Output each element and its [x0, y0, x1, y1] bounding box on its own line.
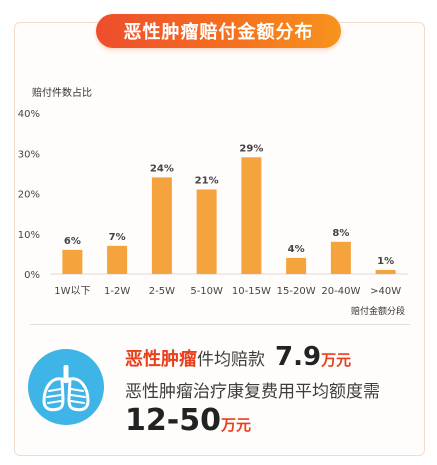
x-tick-label: 1W以下 — [54, 286, 90, 297]
data-label: 7% — [109, 232, 126, 243]
x-tick-label: >40W — [370, 286, 401, 297]
bar-chart: 0% 10% 20% 30% 40% 6% 1W以下 7% 1-2W 24% 2-5W 21% 5-10… — [18, 109, 408, 297]
y-axis-label: 赔付件数占比 — [32, 88, 92, 99]
y-tick-label: 20% — [18, 190, 40, 201]
data-label: 8% — [332, 228, 349, 239]
bar — [286, 257, 307, 274]
y-tick-label: 10% — [18, 230, 40, 241]
cost-range-line: 12-50 万元 — [125, 403, 251, 443]
avg-payout-line: 恶性肿瘤 件均赔款 7.9 万元 — [125, 342, 351, 372]
y-tick-label: 0% — [24, 270, 40, 281]
bar — [62, 249, 83, 274]
avg-unit: 万元 — [321, 351, 352, 369]
treatment-cost-line: 恶性肿瘤治疗康复费用平均额度需 — [125, 382, 380, 402]
page-title: 恶性肿瘤赔付金额分布 — [96, 14, 341, 48]
data-label: 21% — [195, 175, 219, 186]
avg-value: 7.9 — [275, 342, 322, 372]
avg-label: 件均赔款 — [197, 350, 265, 370]
disease-name: 恶性肿瘤 — [125, 349, 197, 370]
bar — [196, 189, 217, 274]
data-label: 29% — [239, 143, 263, 154]
x-tick-label: 2-5W — [149, 286, 175, 297]
x-tick-label: 5-10W — [190, 286, 223, 297]
y-tick-label: 30% — [18, 149, 40, 160]
cost-range-value: 12-50 — [125, 403, 221, 438]
lungs-icon — [28, 349, 104, 425]
cost-range-unit: 万元 — [220, 416, 251, 434]
bar — [151, 177, 172, 274]
x-tick-label: 20-40W — [321, 286, 360, 297]
data-label: 1% — [377, 256, 394, 267]
section-divider — [30, 324, 410, 325]
x-tick-label: 10-15W — [232, 286, 271, 297]
bar — [330, 241, 351, 274]
bar — [107, 245, 128, 274]
data-label: 24% — [150, 163, 174, 174]
x-tick-label: 15-20W — [277, 286, 316, 297]
data-label: 4% — [288, 244, 305, 255]
y-tick-label: 40% — [18, 109, 40, 120]
x-axis-label: 赔付金额分段 — [351, 307, 406, 317]
bar — [241, 157, 262, 274]
data-label: 6% — [64, 236, 81, 247]
x-tick-label: 1-2W — [104, 286, 130, 297]
bar — [375, 269, 396, 274]
